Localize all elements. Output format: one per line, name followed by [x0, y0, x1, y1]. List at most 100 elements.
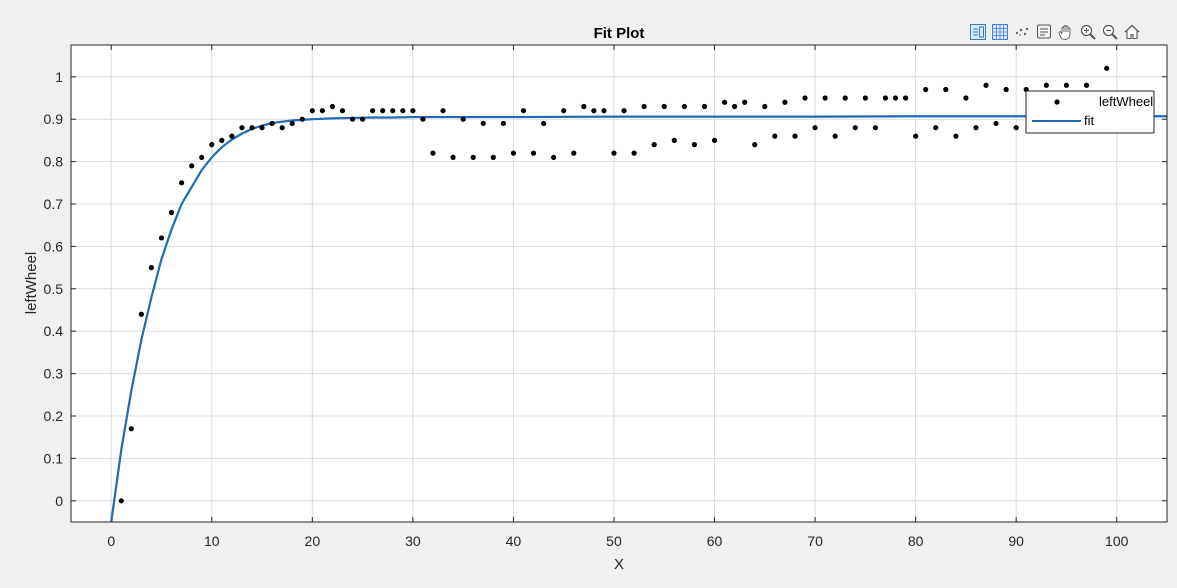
data-point	[158, 235, 165, 241]
x-tick-label: 70	[807, 533, 823, 549]
data-point	[611, 150, 617, 156]
data-point	[1104, 65, 1110, 71]
x-tick-label: 100	[1105, 533, 1129, 549]
data-point	[490, 154, 496, 160]
data-point	[420, 116, 426, 122]
x-tick-label: 50	[606, 533, 622, 549]
x-tick-label: 0	[107, 533, 115, 549]
data-point	[732, 103, 738, 110]
legend-label-fit: fit	[1084, 113, 1095, 128]
zoom-in-icon	[1080, 24, 1096, 40]
data-point	[812, 125, 818, 131]
axes-box	[70, 44, 1168, 523]
data-point	[852, 125, 858, 131]
axes-background[interactable]	[71, 45, 1167, 522]
data-point	[963, 95, 969, 101]
data-point	[983, 82, 989, 88]
datatip-icon	[1037, 24, 1051, 39]
y-tick-label: 0.1	[44, 450, 64, 466]
data-point	[772, 133, 778, 139]
data-point	[370, 108, 376, 114]
y-tick-label: 0.3	[44, 366, 64, 382]
x-axis-label: X	[614, 556, 624, 573]
grid-toggle-button[interactable]	[990, 21, 1010, 43]
data-point	[631, 150, 637, 156]
data-point	[641, 103, 647, 110]
data-point	[842, 95, 848, 101]
chart-title: Fit Plot	[594, 25, 645, 42]
data-point	[581, 103, 587, 110]
data-point	[1013, 125, 1019, 131]
data-point	[309, 108, 315, 114]
data-point	[661, 103, 667, 110]
legend[interactable]: leftWheel fit	[1025, 90, 1155, 134]
x-tick-label: 30	[405, 533, 421, 549]
data-point	[148, 265, 155, 271]
data-point	[691, 142, 698, 148]
data-point	[360, 116, 366, 122]
restore-view-button[interactable]	[1122, 21, 1142, 43]
y-tick-label: 0.8	[44, 154, 64, 170]
home-icon	[1124, 24, 1140, 40]
zoom-out-button[interactable]	[1100, 21, 1120, 43]
data-point	[832, 133, 838, 139]
data-point	[209, 142, 215, 148]
data-point	[430, 150, 436, 156]
y-tick-label: 0.2	[44, 408, 64, 424]
data-point	[249, 125, 255, 131]
zoom-out-icon	[1102, 24, 1118, 40]
zoom-in-button[interactable]	[1078, 21, 1098, 43]
y-tick-label: 0.6	[44, 238, 64, 254]
data-point	[822, 95, 828, 101]
y-axis-ticks: 0 0.1 0.2 0.3 0.4 0.5 0.6 0.7 0.8 0.9 1	[44, 69, 1167, 509]
data-point	[319, 108, 325, 114]
data-point	[802, 95, 808, 101]
x-tick-label: 10	[204, 533, 220, 549]
data-point	[882, 95, 889, 101]
data-point	[1043, 82, 1049, 88]
grid-icon	[992, 24, 1008, 40]
data-point	[229, 133, 235, 139]
data-point	[480, 120, 486, 127]
x-tick-label: 40	[506, 533, 522, 549]
legend-box	[1025, 90, 1155, 134]
data-point	[470, 154, 476, 160]
data-point	[571, 150, 577, 156]
data-point	[279, 125, 285, 131]
data-point	[701, 103, 708, 110]
pan-button[interactable]	[1056, 21, 1076, 43]
data-point	[540, 120, 547, 127]
data-point	[440, 108, 446, 114]
data-point	[561, 108, 567, 114]
data-point	[239, 125, 245, 131]
data-point	[792, 133, 798, 139]
grid-lines	[71, 45, 1167, 522]
series-layer	[110, 65, 1167, 522]
data-point	[621, 108, 627, 114]
brush-button[interactable]	[1012, 21, 1032, 43]
data-point	[872, 125, 879, 131]
data-point	[380, 108, 386, 114]
data-point	[762, 103, 768, 110]
data-point	[913, 133, 919, 139]
data-point	[138, 311, 144, 317]
data-point	[189, 163, 195, 169]
data-point	[892, 95, 899, 101]
datatip-button[interactable]	[1034, 21, 1054, 43]
data-point	[993, 120, 999, 127]
data-point	[289, 120, 295, 127]
data-point	[651, 142, 657, 148]
data-point	[943, 86, 949, 93]
data-point	[933, 125, 939, 131]
data-point	[118, 498, 124, 504]
data-point	[953, 133, 959, 139]
x-tick-label: 20	[305, 533, 321, 549]
data-point	[551, 154, 557, 160]
brush-icon	[1015, 27, 1029, 36]
x-tick-label: 60	[707, 533, 723, 549]
legend-toggle-button[interactable]	[968, 21, 988, 43]
data-point	[742, 99, 748, 105]
data-point	[168, 209, 175, 216]
axes-toolbar	[968, 21, 1142, 43]
